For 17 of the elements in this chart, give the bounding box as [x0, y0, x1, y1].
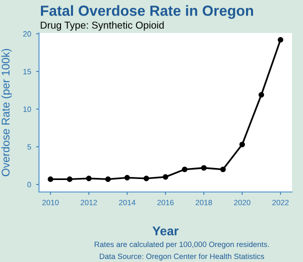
point [258, 92, 264, 98]
point [86, 176, 92, 182]
point [201, 165, 207, 171]
point [220, 166, 226, 172]
point [124, 174, 130, 180]
point [66, 176, 72, 182]
chart-title: Fatal Overdose Rate in Oregon [40, 5, 254, 19]
chart-subtitle: Drug Type: Synthetic Opioid [40, 21, 164, 31]
point [162, 174, 168, 180]
point [105, 176, 111, 182]
point [278, 37, 284, 43]
point [144, 176, 150, 182]
point [48, 176, 54, 182]
x-axis-title: Year [152, 226, 179, 236]
y-axis-title: Overdose Rate (per 100k) [1, 48, 12, 176]
point [182, 166, 188, 172]
point [239, 142, 245, 148]
